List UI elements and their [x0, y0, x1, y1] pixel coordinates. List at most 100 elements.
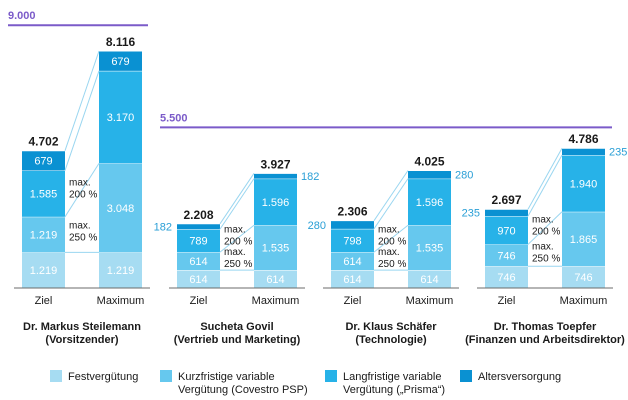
- data-label: 1.219: [107, 265, 135, 277]
- bar-total: 4.786: [568, 132, 598, 146]
- data-label: 789: [189, 236, 207, 248]
- cap-label: 5.500: [160, 112, 188, 124]
- pension-label: 235: [462, 208, 480, 220]
- bar-segment: [408, 170, 451, 179]
- bar-segment: [562, 211, 605, 267]
- annotation-label: max.: [532, 214, 554, 225]
- data-label: 1.585: [30, 189, 58, 201]
- cap-label: 9.000: [8, 10, 36, 22]
- group-subtitle: (Finanzen und Arbeitsdirektor): [465, 334, 625, 346]
- legend-swatch: [50, 370, 62, 382]
- annotation-label: 200 %: [224, 237, 252, 248]
- bar-total: 8.116: [106, 35, 136, 49]
- connector-line: [219, 178, 255, 230]
- data-label: 1.940: [570, 178, 598, 190]
- bar-segment: [408, 225, 451, 271]
- bar-segment: [99, 252, 142, 288]
- connector-line: [64, 50, 100, 151]
- bar-segment: [99, 163, 142, 253]
- bar-segment: [254, 225, 297, 271]
- bar-segment: [99, 51, 142, 71]
- bar-segment: [177, 223, 220, 230]
- legend-swatch: [325, 370, 337, 382]
- category-label: Maximum: [97, 295, 145, 307]
- category-label: Maximum: [560, 295, 608, 307]
- bar-segment: [177, 270, 220, 288]
- group-name: Sucheta Govil: [200, 321, 273, 333]
- bar-segment: [331, 220, 374, 229]
- group-subtitle: (Vertrieb und Marketing): [174, 334, 301, 346]
- annotation-label: max.: [532, 241, 554, 252]
- data-label: 614: [420, 274, 438, 286]
- data-label: 746: [497, 272, 515, 284]
- bar-total: 2.306: [337, 205, 367, 219]
- annotation-label: 250 %: [224, 259, 252, 270]
- bar-segment: [177, 252, 220, 271]
- bar-total: 2.697: [491, 193, 521, 207]
- legend-label: Langfristige variable: [343, 371, 441, 383]
- data-label: 1.219: [30, 230, 58, 242]
- legend-swatch: [160, 370, 172, 382]
- data-label: 614: [343, 256, 361, 268]
- legend-label: Altersversorgung: [478, 371, 561, 383]
- bar-segment: [562, 155, 605, 212]
- connector-line: [527, 211, 563, 245]
- data-label: 679: [34, 156, 52, 168]
- pension-label: 182: [154, 221, 172, 233]
- data-label: 679: [111, 56, 129, 68]
- data-label: 1.596: [262, 197, 290, 209]
- bar-segment: [485, 244, 528, 267]
- annotation-label: 250 %: [69, 233, 97, 244]
- legend-label: Festvergütung: [68, 371, 138, 383]
- group-name: Dr. Markus Steilemann: [23, 321, 141, 333]
- connector-line: [373, 178, 409, 230]
- bar-segment: [562, 148, 605, 156]
- pension-label: 280: [455, 170, 473, 182]
- group-subtitle: (Technologie): [355, 334, 427, 346]
- annotation-label: max.: [224, 247, 246, 258]
- bar-segment: [22, 252, 65, 288]
- group-name: Dr. Klaus Schäfer: [345, 321, 437, 333]
- annotation-label: max.: [224, 225, 246, 236]
- legend-swatch: [460, 370, 472, 382]
- data-label: 1.865: [570, 234, 598, 246]
- category-label: Ziel: [35, 295, 53, 307]
- bar-segment: [22, 170, 65, 217]
- category-label: Maximum: [406, 295, 454, 307]
- annotation-label: 200 %: [532, 226, 560, 237]
- connector-line: [373, 224, 409, 253]
- legend-label: Vergütung („Prisma“): [343, 384, 445, 396]
- data-label: 3.170: [107, 112, 135, 124]
- bar-segment: [562, 266, 605, 288]
- bar-segment: [331, 228, 374, 253]
- bar-segment: [408, 178, 451, 226]
- bar-segment: [485, 209, 528, 217]
- bar-total: 4.702: [28, 135, 58, 149]
- bar-total: 2.208: [183, 208, 213, 222]
- data-label: 1.596: [416, 197, 444, 209]
- bar-segment: [408, 270, 451, 288]
- pension-label: 182: [301, 171, 319, 183]
- annotation-label: 200 %: [69, 190, 97, 201]
- data-label: 614: [343, 274, 361, 286]
- bar-segment: [331, 252, 374, 271]
- bar-segment: [485, 216, 528, 245]
- annotation-label: max.: [378, 247, 400, 258]
- annotation-label: max.: [69, 221, 91, 232]
- category-label: Ziel: [344, 295, 362, 307]
- data-label: 746: [574, 272, 592, 284]
- connector-line: [64, 163, 100, 218]
- bar-segment: [177, 229, 220, 253]
- data-label: 614: [189, 256, 207, 268]
- pension-label: 280: [308, 220, 326, 232]
- bar-segment: [99, 70, 142, 164]
- bar-segment: [254, 173, 297, 179]
- data-label: 746: [497, 250, 515, 262]
- legend-label: Kurzfristige variable: [178, 371, 275, 383]
- connector-line: [527, 154, 563, 217]
- bar-segment: [254, 270, 297, 288]
- data-label: 1.219: [30, 265, 58, 277]
- data-label: 1.535: [262, 243, 290, 255]
- bar-total: 4.025: [414, 154, 444, 168]
- group-name: Dr. Thomas Toepfer: [494, 321, 597, 333]
